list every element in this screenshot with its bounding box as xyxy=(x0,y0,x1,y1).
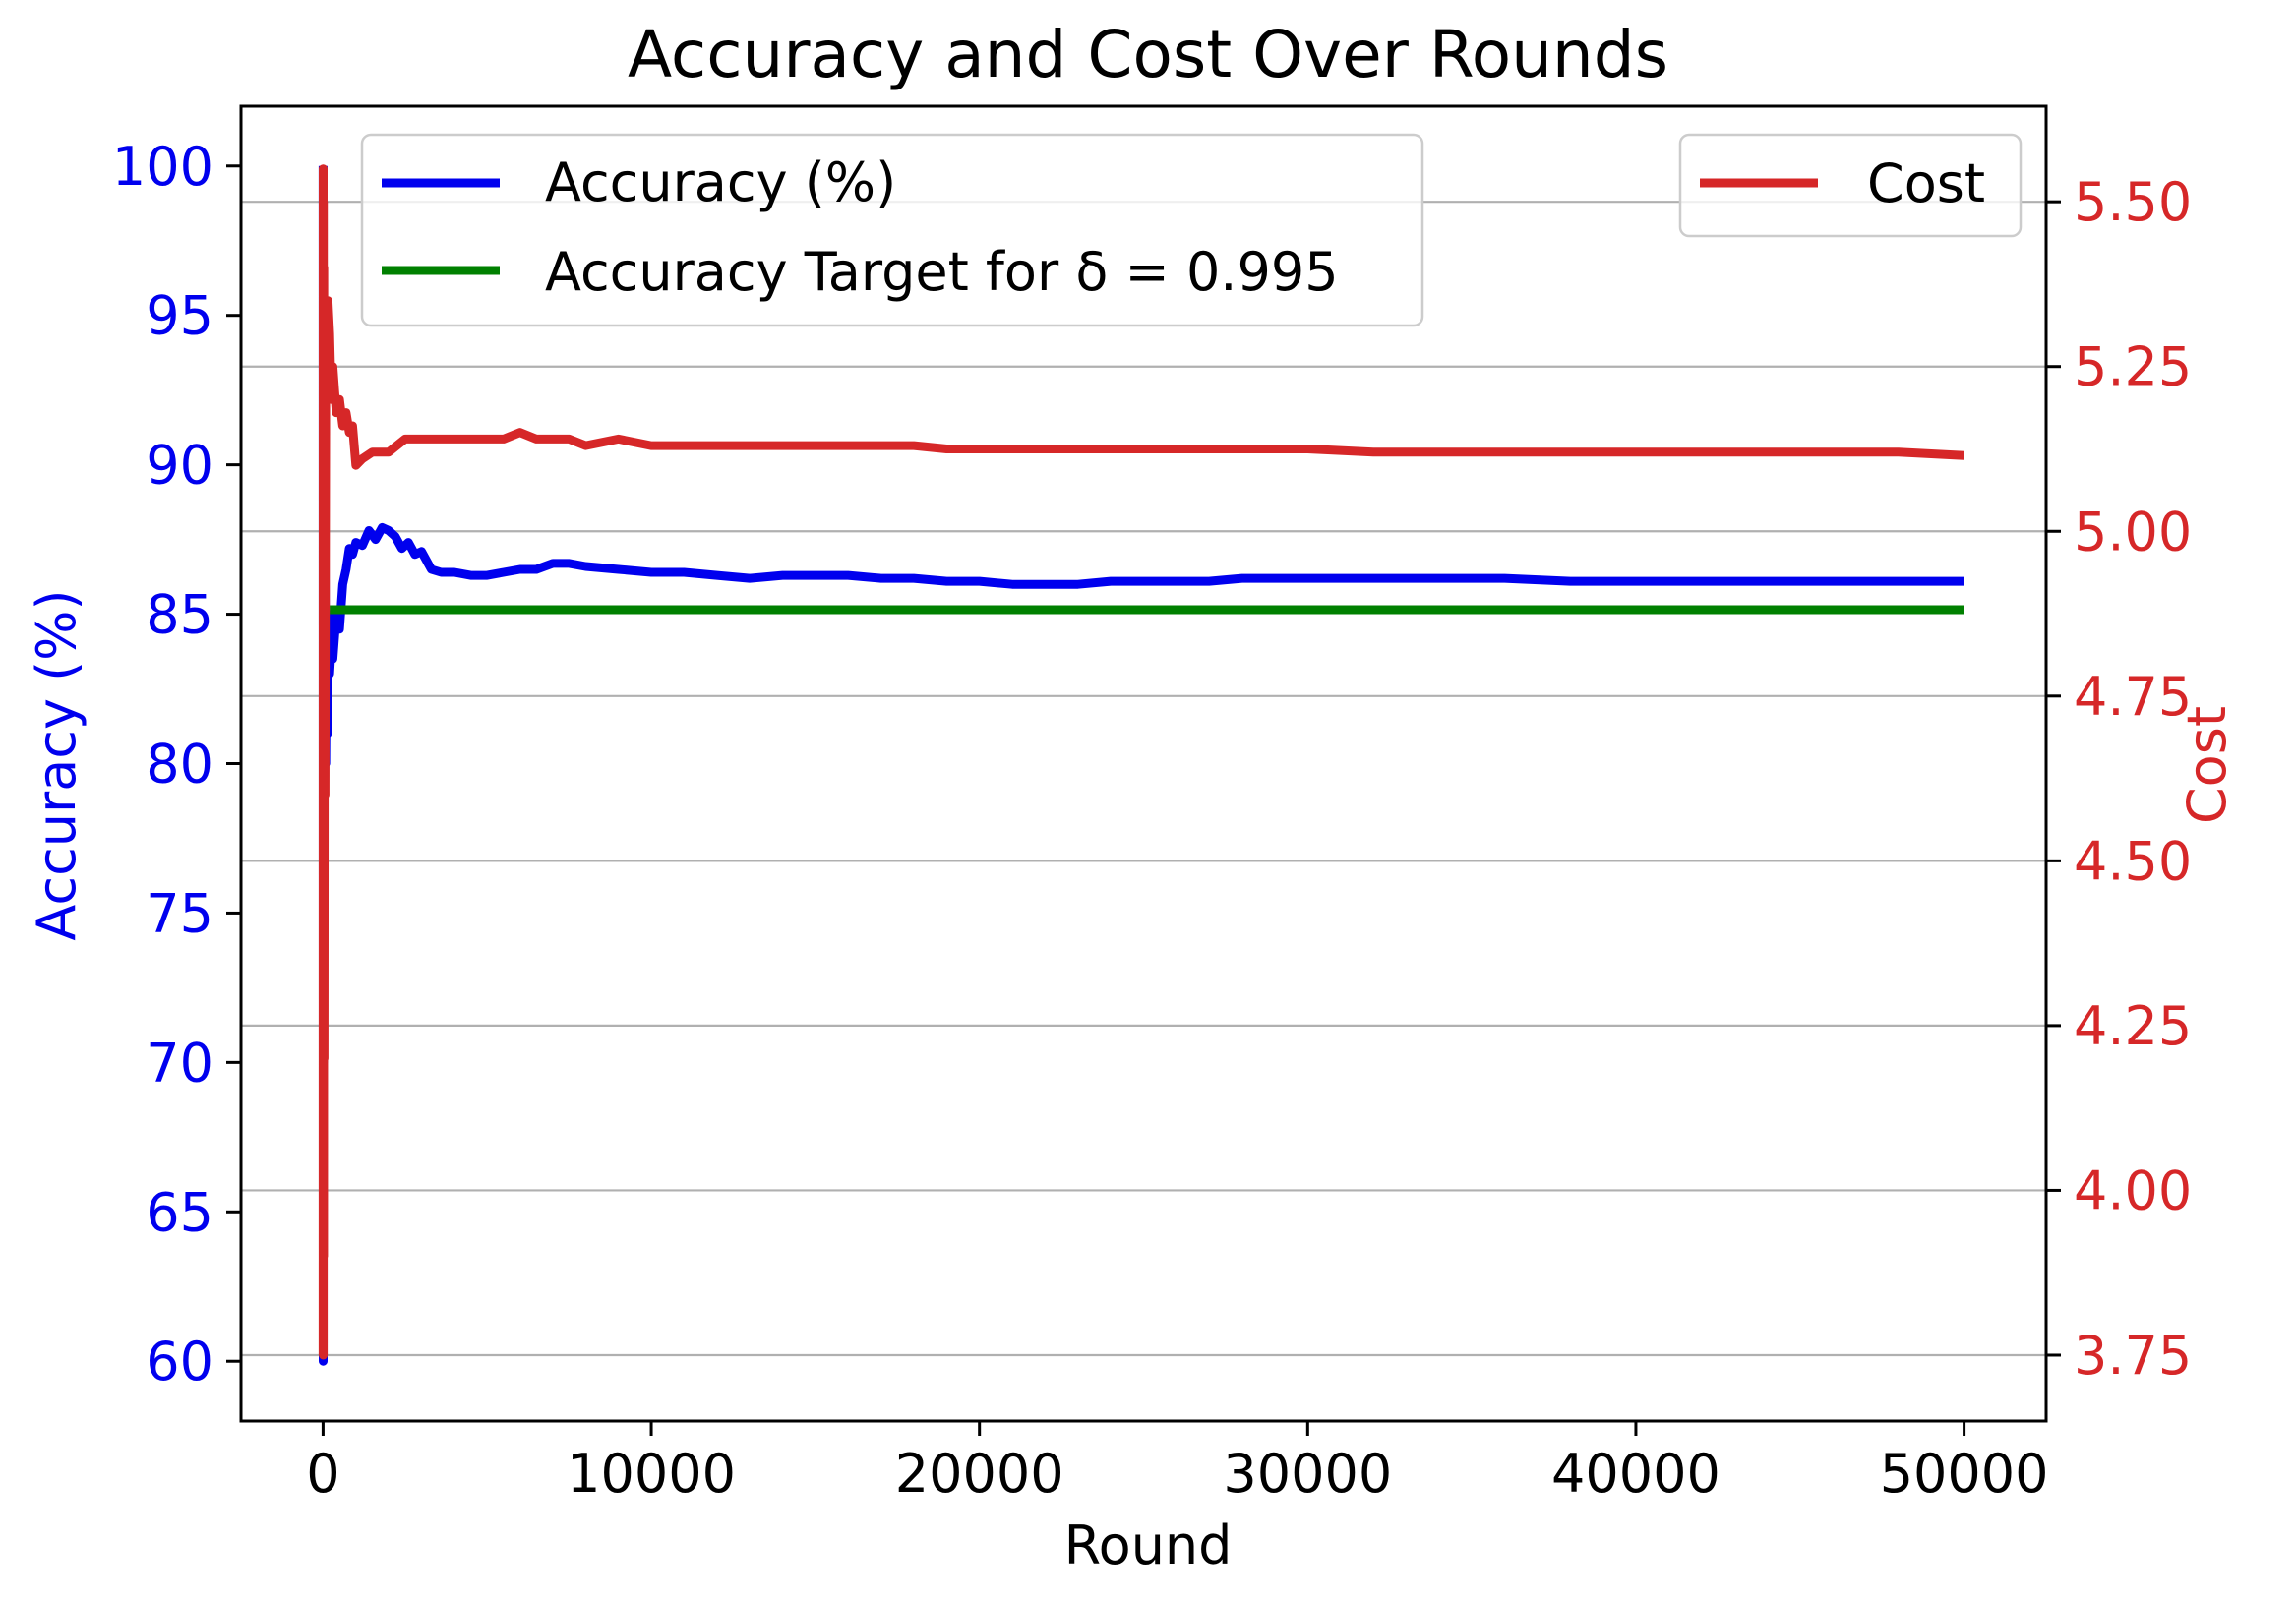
y-right-tick-label-6: 5.25 xyxy=(2074,336,2192,398)
x-tick-label-0: 0 xyxy=(306,1443,339,1505)
legend-label-target: Accuracy Target for δ = 0.995 xyxy=(545,241,1339,303)
y-axis-label-left: Accuracy (%) xyxy=(26,589,88,940)
y-left-tick-label-5: 85 xyxy=(146,584,213,646)
y-right-tick-label-0: 3.75 xyxy=(2074,1325,2192,1387)
y-left-tick-label-2: 70 xyxy=(146,1032,213,1094)
y-left-tick-label-8: 100 xyxy=(112,136,213,198)
y-right-tick-label-7: 5.50 xyxy=(2074,171,2192,233)
series-layer xyxy=(318,164,1964,1366)
x-tick-label-2: 20000 xyxy=(895,1443,1064,1505)
x-axis-label: Round xyxy=(1064,1514,1233,1576)
y-left-tick-label-7: 95 xyxy=(146,285,213,347)
legend-label-accuracy: Accuracy (%) xyxy=(545,151,896,213)
y-right-tick-label-5: 5.00 xyxy=(2074,501,2192,563)
x-tick-label-1: 10000 xyxy=(567,1443,736,1505)
x-tick-label-4: 40000 xyxy=(1551,1443,1721,1505)
y-left-tick-label-3: 75 xyxy=(146,882,213,944)
y-left-tick-label-4: 80 xyxy=(146,734,213,796)
legend-cost: Cost xyxy=(1678,133,2023,238)
y-right-tick-label-1: 4.00 xyxy=(2074,1159,2192,1221)
chart-title: Accuracy and Cost Over Rounds xyxy=(628,17,1668,92)
y-left-tick-label-1: 65 xyxy=(146,1181,213,1243)
legend-label-cost: Cost xyxy=(1867,152,1985,214)
legend-accuracy-frame xyxy=(360,133,1424,327)
axes-layer: 0 10000 20000 30000 40000 50000 60 65 70 75 80 85 90… xyxy=(112,104,2192,1505)
y-left-tick-label-0: 60 xyxy=(146,1331,213,1393)
y-right-tick-label-4: 4.75 xyxy=(2074,666,2192,728)
x-tick-label-3: 30000 xyxy=(1223,1443,1392,1505)
legend-accuracy: Accuracy (%) Accuracy Target for δ = 0.9… xyxy=(360,133,1424,327)
legend-cost-frame xyxy=(1678,133,2023,238)
y-right-tick-label-3: 4.50 xyxy=(2074,830,2192,892)
y-left-tick-label-6: 90 xyxy=(146,435,213,497)
series-line-cost xyxy=(318,164,1964,1360)
y-right-tick-label-2: 4.25 xyxy=(2074,995,2192,1057)
y-axis-label-right: Cost xyxy=(2176,706,2238,824)
x-tick-label-5: 50000 xyxy=(1880,1443,2049,1505)
